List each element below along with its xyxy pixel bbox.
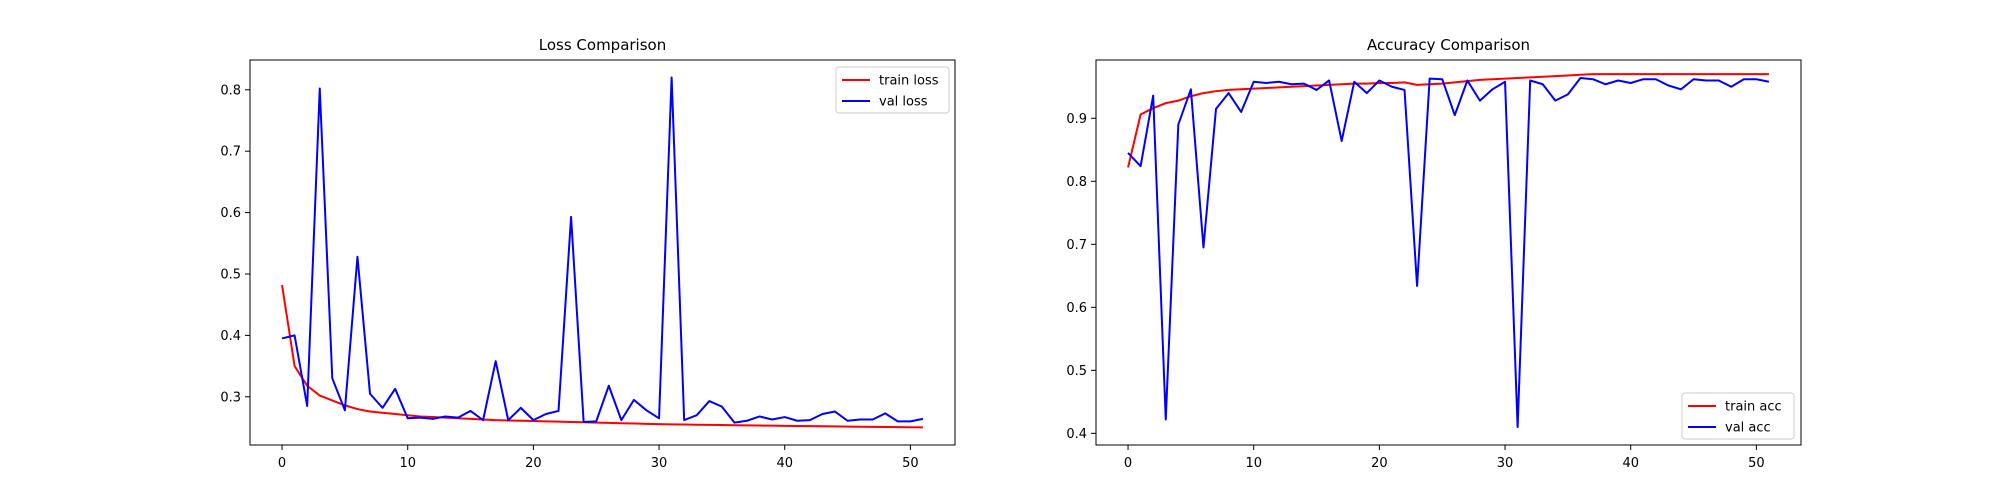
- legend-label: val acc: [1725, 421, 1771, 436]
- y-tick-label: 0.4: [1066, 427, 1087, 442]
- x-tick-label: 10: [1245, 456, 1262, 471]
- x-tick-label: 40: [1622, 456, 1639, 471]
- series-line-val-acc: [1127, 76, 1770, 429]
- x-tick-label: 50: [1748, 456, 1765, 471]
- chart-title: Accuracy Comparison: [1367, 36, 1530, 54]
- y-tick-label: 0.4: [220, 329, 241, 344]
- y-tick-label: 0.7: [220, 145, 241, 160]
- x-tick-label: 10: [399, 456, 416, 471]
- y-tick-label: 0.9: [1066, 112, 1087, 127]
- y-tick-label: 0.6: [1066, 301, 1087, 316]
- plot-frame: [249, 59, 956, 446]
- chart-panel-0: Loss Comparison 0 10 20 30 40 50 0.3 0.4 0.5 0.6 0.…: [220, 36, 956, 471]
- series-line-val-loss: [281, 76, 924, 424]
- y-tick-label: 0.8: [220, 83, 241, 98]
- legend-label: train acc: [1725, 400, 1782, 415]
- legend-label: val loss: [879, 95, 928, 110]
- x-tick-label: 20: [1371, 456, 1388, 471]
- y-tick-label: 0.5: [1066, 364, 1087, 379]
- x-tick-label: 20: [525, 456, 542, 471]
- x-tick-label: 0: [1124, 456, 1132, 471]
- series-line-train-acc: [1127, 73, 1769, 168]
- y-tick-label: 0.6: [220, 206, 241, 221]
- x-tick-label: 0: [278, 456, 286, 471]
- x-tick-label: 30: [1497, 456, 1514, 471]
- y-tick-label: 0.5: [220, 267, 241, 282]
- legend: train acc val acc: [1681, 392, 1795, 440]
- y-tick-label: 0.7: [1066, 238, 1087, 253]
- x-tick-label: 30: [651, 456, 668, 471]
- legend-label: train loss: [879, 74, 939, 89]
- chart-panel-1: Accuracy Comparison 0 10 20 30 40 50 0.4 0.5 0.6 0…: [1066, 36, 1802, 471]
- legend: train loss val loss: [835, 66, 950, 114]
- x-tick-label: 40: [776, 456, 793, 471]
- chart-title: Loss Comparison: [539, 36, 666, 54]
- y-tick-label: 0.3: [220, 390, 241, 405]
- plot-frame: [1095, 59, 1802, 446]
- x-tick-label: 50: [902, 456, 919, 471]
- series-line-train-loss: [281, 284, 923, 429]
- y-tick-label: 0.8: [1066, 175, 1087, 190]
